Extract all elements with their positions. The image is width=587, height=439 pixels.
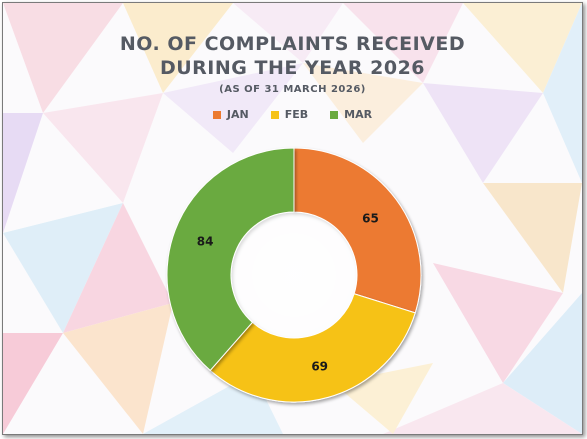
donut-chart: 65 69 84 (166, 147, 422, 403)
legend-swatch-jan (212, 110, 221, 119)
legend: JAN FEB MAR (3, 108, 582, 121)
legend-item-feb: FEB (270, 108, 309, 121)
data-label-jan: 65 (362, 212, 379, 226)
legend-label-jan: JAN (226, 108, 249, 121)
chart-title-line-2: DURING THE YEAR 2026 (159, 57, 426, 79)
donut-hole (231, 212, 357, 338)
chart-subtitle: (AS OF 31 MARCH 2026) (219, 84, 366, 95)
data-label-feb: 69 (311, 359, 328, 373)
data-label-mar: 84 (197, 235, 214, 249)
legend-item-jan: JAN (212, 108, 249, 121)
chart-frame: NO. OF COMPLAINTS RECEIVED DURING THE YE… (2, 2, 583, 435)
legend-swatch-feb (270, 110, 279, 119)
chart-title-line-1: NO. OF COMPLAINTS RECEIVED (119, 33, 466, 55)
legend-label-mar: MAR (344, 108, 373, 121)
legend-label-feb: FEB (284, 108, 309, 121)
legend-swatch-mar (330, 110, 339, 119)
legend-item-mar: MAR (330, 108, 372, 121)
